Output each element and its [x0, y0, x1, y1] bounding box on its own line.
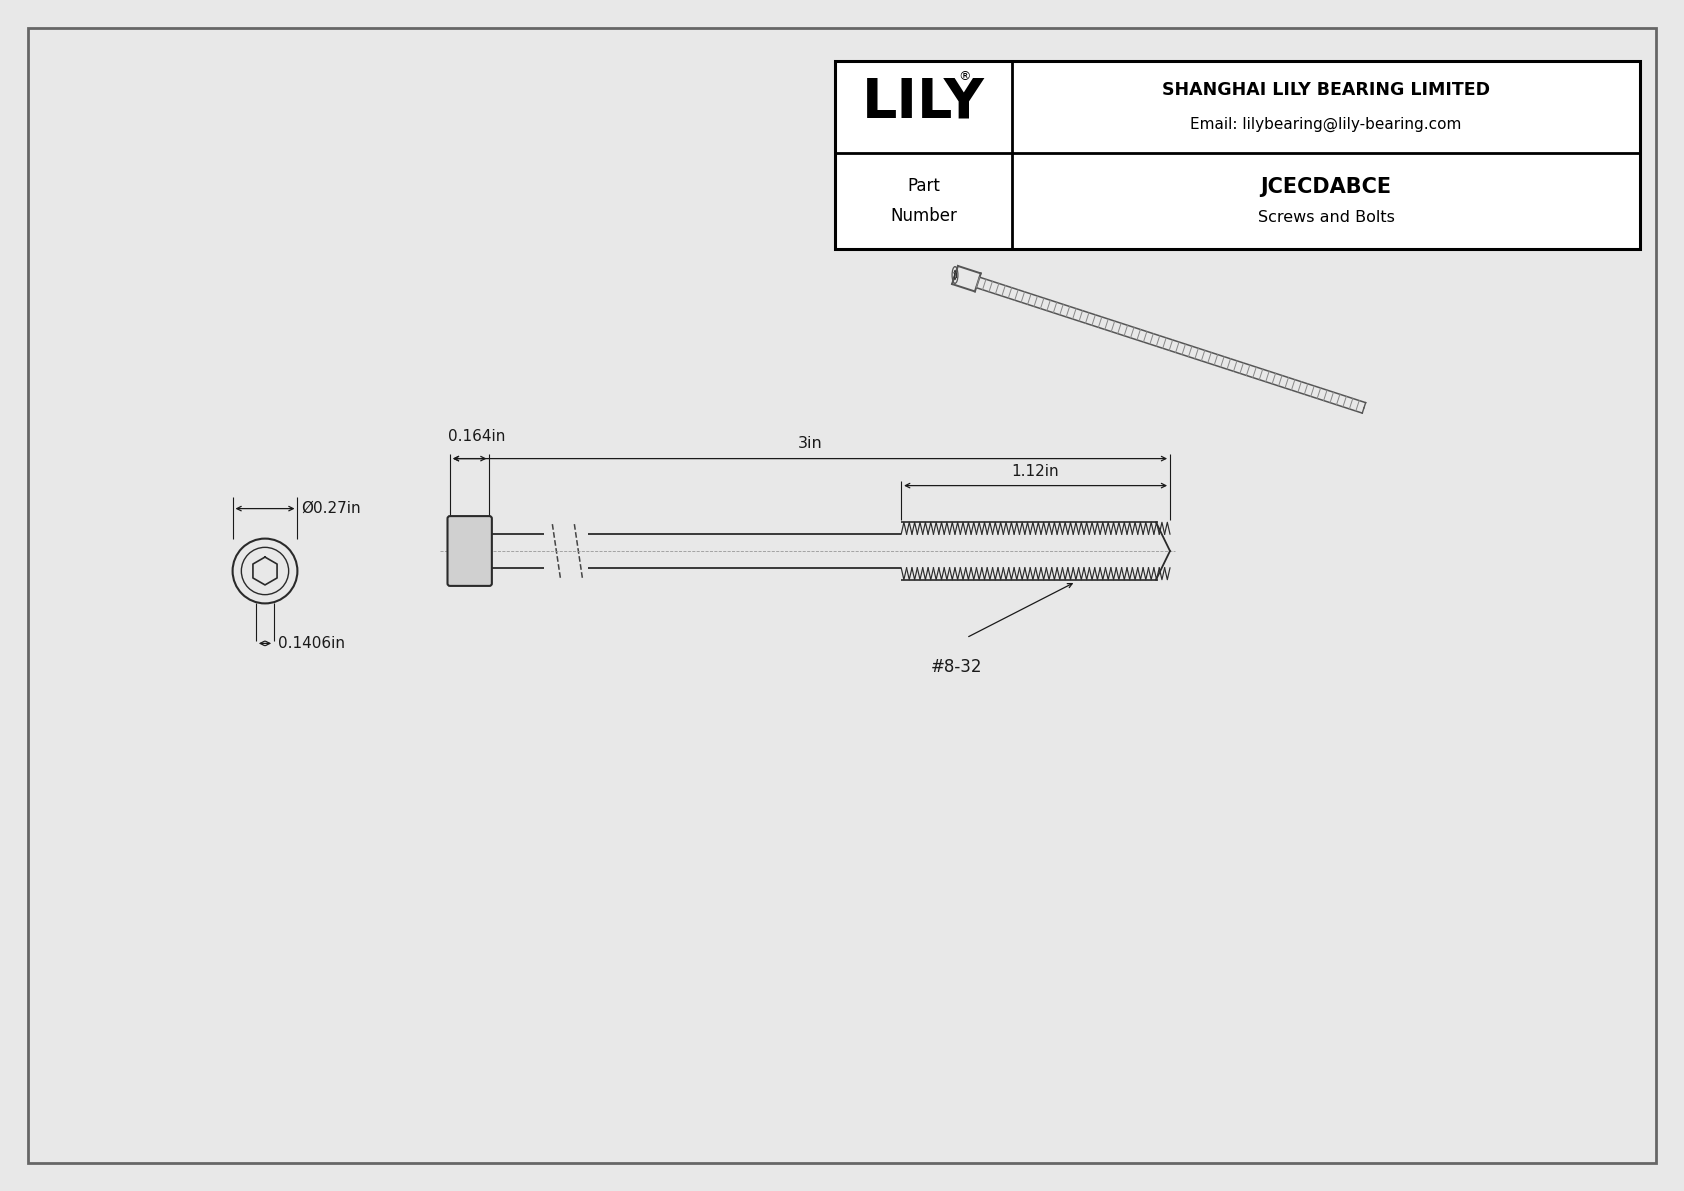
Text: Part
Number: Part Number: [891, 177, 957, 225]
Text: ®: ®: [958, 70, 970, 83]
Text: Screws and Bolts: Screws and Bolts: [1258, 210, 1394, 224]
Text: 0.1406in: 0.1406in: [278, 636, 345, 651]
Bar: [835, 61, 1640, 249]
Bar: [835, 61, 1640, 249]
Text: #8-32: #8-32: [931, 657, 982, 675]
Text: Ø0.27in: Ø0.27in: [301, 501, 360, 516]
FancyBboxPatch shape: [448, 516, 492, 586]
Text: SHANGHAI LILY BEARING LIMITED: SHANGHAI LILY BEARING LIMITED: [1162, 81, 1490, 99]
Text: 1.12in: 1.12in: [1012, 464, 1059, 479]
Text: JCECDABCE: JCECDABCE: [1260, 177, 1391, 197]
Text: 0.164in: 0.164in: [448, 429, 505, 443]
Text: 3in: 3in: [798, 436, 822, 451]
Text: Email: lilybearing@lily-bearing.com: Email: lilybearing@lily-bearing.com: [1191, 117, 1462, 131]
Text: LILY: LILY: [862, 75, 985, 129]
